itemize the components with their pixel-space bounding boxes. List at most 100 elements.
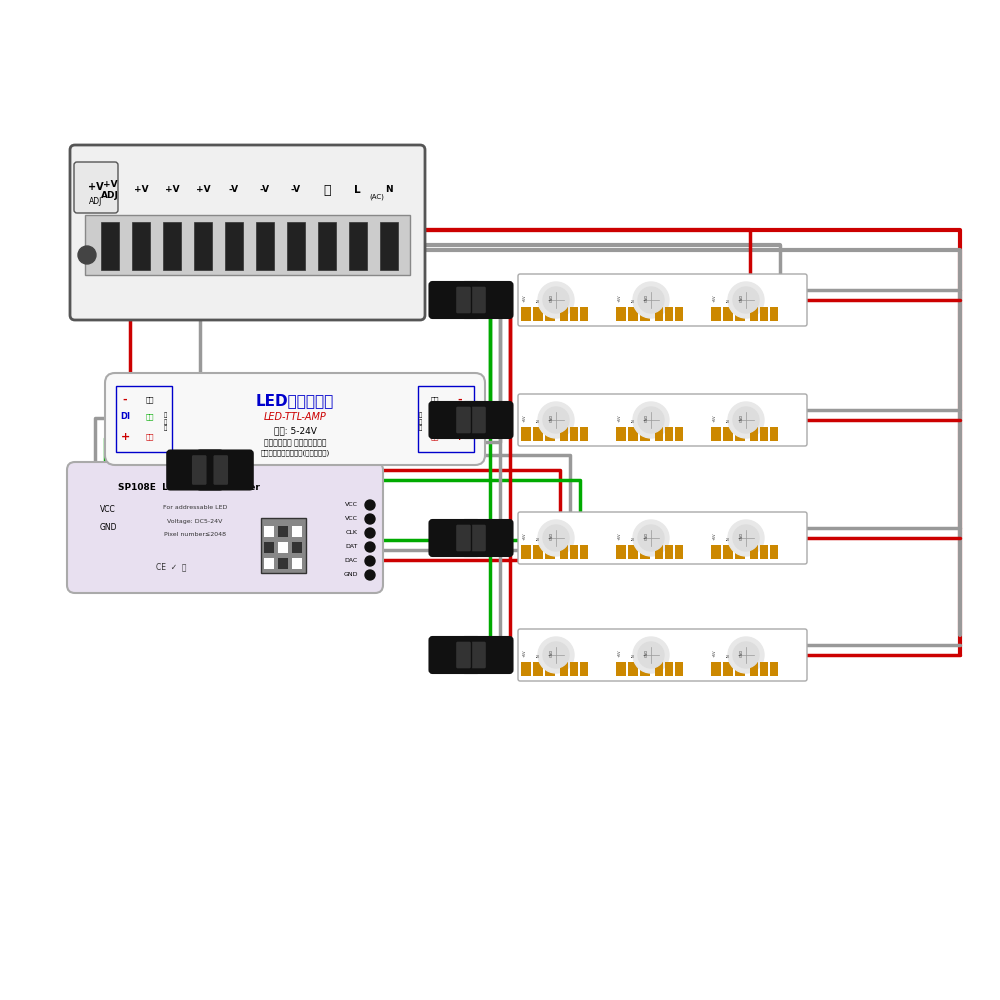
Bar (570, 545, 578, 559)
Text: GND: GND (645, 532, 649, 540)
Text: DO: DO (453, 412, 467, 421)
Bar (225, 222, 243, 270)
Circle shape (365, 528, 375, 538)
FancyBboxPatch shape (430, 402, 480, 438)
Text: 白色: 白色 (431, 397, 439, 403)
Bar (318, 222, 336, 270)
Bar (380, 222, 398, 270)
FancyBboxPatch shape (74, 162, 118, 213)
Bar (655, 545, 663, 559)
Bar (628, 427, 638, 441)
Text: IN: IN (632, 653, 636, 657)
Text: GND: GND (645, 649, 649, 657)
Bar (264, 526, 274, 537)
Text: IN: IN (632, 418, 636, 422)
Circle shape (365, 556, 375, 566)
Bar (545, 545, 555, 559)
Bar (675, 545, 683, 559)
Text: +5V: +5V (523, 650, 527, 657)
Bar (735, 662, 745, 676)
Bar (521, 662, 531, 676)
FancyBboxPatch shape (430, 282, 480, 318)
FancyBboxPatch shape (67, 462, 383, 593)
Bar (735, 307, 745, 321)
Circle shape (638, 525, 664, 551)
Bar (711, 307, 721, 321)
Circle shape (638, 642, 664, 668)
Text: IN: IN (727, 536, 731, 540)
Text: 白色: 白色 (146, 397, 154, 403)
Bar (580, 545, 588, 559)
Text: L: L (354, 185, 361, 195)
Bar (770, 427, 778, 441)
Bar (760, 662, 768, 676)
Text: +V: +V (165, 186, 179, 194)
Bar (616, 662, 626, 676)
FancyBboxPatch shape (213, 454, 229, 485)
Text: -: - (458, 395, 462, 405)
Text: GND: GND (645, 294, 649, 302)
Text: Pixel number≤2048: Pixel number≤2048 (164, 532, 226, 536)
Circle shape (633, 402, 669, 438)
Text: VCC: VCC (345, 502, 358, 508)
Bar (545, 662, 555, 676)
Text: VCC: VCC (100, 505, 116, 514)
Bar (292, 526, 302, 537)
Circle shape (728, 282, 764, 318)
Circle shape (543, 525, 569, 551)
Text: VCC: VCC (345, 516, 358, 522)
Text: ⏚: ⏚ (323, 184, 330, 196)
Text: -V: -V (260, 186, 270, 194)
Text: GND: GND (550, 649, 554, 657)
Bar (264, 558, 274, 569)
Bar (655, 662, 663, 676)
Bar (655, 307, 663, 321)
Bar (533, 545, 543, 559)
Text: 绿色: 绿色 (146, 414, 154, 420)
Text: GND: GND (740, 532, 744, 540)
Bar (750, 427, 758, 441)
Text: -V: -V (291, 186, 301, 194)
Bar (628, 545, 638, 559)
Bar (292, 542, 302, 553)
FancyBboxPatch shape (518, 274, 807, 326)
Circle shape (365, 542, 375, 552)
Circle shape (633, 637, 669, 673)
FancyBboxPatch shape (471, 286, 487, 314)
Text: 红色: 红色 (431, 434, 439, 440)
Bar (711, 662, 721, 676)
Text: +: + (455, 432, 465, 442)
FancyBboxPatch shape (518, 394, 807, 446)
Text: Voltage: DC5-24V: Voltage: DC5-24V (167, 518, 223, 523)
FancyBboxPatch shape (461, 520, 512, 556)
FancyBboxPatch shape (455, 286, 472, 314)
Circle shape (728, 520, 764, 556)
Text: +5V: +5V (523, 532, 527, 540)
Text: DI: DI (120, 412, 130, 421)
Text: +5V: +5V (618, 532, 622, 540)
Bar (723, 307, 733, 321)
Bar (545, 427, 555, 441)
Text: DAT: DAT (346, 544, 358, 550)
Bar (521, 545, 531, 559)
Bar (628, 662, 638, 676)
Bar (256, 222, 274, 270)
Text: +5V: +5V (523, 414, 527, 422)
Bar (616, 307, 626, 321)
Circle shape (728, 402, 764, 438)
Bar (640, 545, 650, 559)
Text: GND: GND (550, 294, 554, 302)
Bar (545, 307, 555, 321)
FancyBboxPatch shape (461, 402, 512, 438)
Circle shape (638, 407, 664, 433)
Text: LED-TTL-AMP: LED-TTL-AMP (264, 412, 326, 422)
FancyBboxPatch shape (105, 373, 485, 465)
Text: N: N (385, 186, 392, 194)
Text: GND: GND (344, 572, 358, 578)
Text: -V: -V (229, 186, 239, 194)
Text: +5V: +5V (713, 294, 717, 302)
Circle shape (638, 287, 664, 313)
Text: 无限级联同步 硬件防过载保护: 无限级联同步 硬件防过载保护 (264, 439, 326, 448)
Bar (132, 222, 150, 270)
Bar (750, 545, 758, 559)
